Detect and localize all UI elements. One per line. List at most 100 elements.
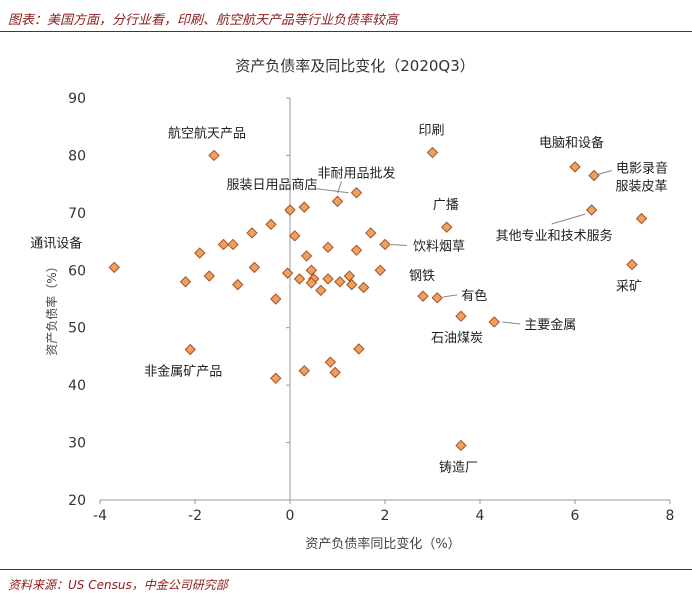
data-point-marker — [293, 273, 306, 285]
data-point-marker — [585, 204, 598, 216]
chart-title: 资产负债率及同比变化（2020Q3） — [235, 57, 475, 75]
data-point-label: 石油煤炭 — [431, 331, 483, 346]
data-point-marker — [569, 161, 581, 173]
data-point-label: 采矿 — [616, 280, 642, 295]
data-point-marker — [232, 278, 244, 291]
data-point-label: 有色 — [461, 288, 487, 304]
leader-line — [443, 294, 458, 298]
data-point-marker — [179, 276, 192, 288]
y-tick-label: 30 — [68, 436, 86, 452]
data-point-marker — [417, 290, 429, 302]
data-point-marker — [353, 343, 365, 355]
data-point-label: 印刷 — [419, 124, 445, 139]
data-point-marker — [281, 267, 294, 279]
y-tick-label: 40 — [68, 378, 86, 394]
data-point-marker — [350, 244, 363, 256]
leader-line — [502, 321, 521, 325]
data-point-marker — [270, 293, 282, 305]
data-point-marker — [426, 146, 439, 159]
data-point-label: 其他专业和技术服务 — [496, 228, 613, 244]
x-tick-label: -4 — [93, 508, 107, 524]
data-point-marker — [322, 241, 334, 254]
data-point-marker — [184, 343, 196, 356]
data-point-label: 服装皮革 — [616, 180, 668, 195]
x-axis-label: 资产负债率同比变化（%） — [305, 536, 460, 552]
data-point-marker — [305, 277, 318, 289]
data-point-label: 非金属矿产品 — [144, 364, 222, 380]
figure-caption: 图表：美国方面，分行业看，印刷、航空航天产品等行业负债率较高 — [8, 13, 399, 28]
data-point-marker — [635, 212, 648, 225]
x-tick-label: 2 — [381, 508, 390, 524]
data-point-marker — [441, 221, 453, 233]
data-point-label: 饮料烟草 — [413, 239, 465, 254]
data-point-marker — [343, 270, 356, 282]
data-point-marker — [455, 439, 467, 452]
data-point-marker — [246, 227, 258, 239]
data-point-marker — [334, 276, 346, 288]
data-point-marker — [431, 292, 443, 304]
data-point-marker — [203, 270, 215, 282]
data-point-marker — [300, 250, 313, 262]
data-point-marker — [374, 264, 386, 276]
data-point-label: 钢铁 — [409, 269, 435, 284]
tick-labels: -4 -2 0 2 4 6 8 20 30 40 50 60 70 80 90 — [68, 91, 674, 524]
data-point-label: 通讯设备 — [30, 235, 82, 251]
data-points — [108, 146, 648, 452]
data-point-marker — [324, 356, 337, 368]
footer-divider — [0, 569, 692, 570]
data-point-marker — [322, 273, 334, 285]
data-point-marker — [346, 278, 358, 291]
leader-line — [390, 243, 408, 246]
data-point-marker — [455, 310, 467, 322]
data-point-label: 广播 — [433, 198, 459, 213]
report-header: 图表：美国方面，分行业看，印刷、航空航天产品等行业负债率较高 — [0, 0, 692, 32]
data-point-marker — [284, 204, 296, 216]
leader-line — [316, 188, 349, 194]
data-point-marker — [217, 238, 230, 251]
data-point-marker — [298, 201, 310, 213]
data-point-label: 航空航天产品 — [168, 125, 246, 141]
y-tick-label: 20 — [68, 493, 86, 509]
scatter-chart: 资产负债率及同比变化（2020Q3） -4 -2 0 2 4 6 8 20 30 40 50 60 70… — [30, 57, 674, 552]
data-point-marker — [379, 238, 391, 251]
data-point-label: 主要金属 — [524, 317, 576, 333]
chart-axes — [99, 97, 671, 504]
x-tick-label: 0 — [286, 508, 295, 524]
header-divider — [0, 31, 692, 32]
data-point-label: 非耐用品批发 — [318, 165, 396, 181]
data-point-marker — [108, 261, 120, 274]
data-point-marker — [488, 316, 500, 328]
data-point-marker — [289, 230, 301, 242]
x-tick-label: 8 — [666, 508, 675, 524]
data-point-marker — [270, 372, 282, 384]
y-tick-label: 70 — [68, 206, 86, 222]
y-tick-label: 90 — [68, 91, 86, 107]
y-tick-label: 50 — [68, 321, 86, 337]
data-point-marker — [248, 261, 261, 274]
data-point-marker — [194, 247, 206, 259]
data-point-label: 铸造厂 — [439, 459, 478, 475]
x-tick-label: -2 — [188, 508, 202, 524]
data-point-label: 服装日用品商店 — [227, 178, 318, 193]
data-point-marker — [626, 258, 638, 271]
data-point-marker — [588, 169, 600, 182]
data-point-marker — [315, 284, 327, 297]
data-point-marker — [305, 264, 318, 276]
data-point-marker — [357, 281, 370, 294]
y-axis-label: 资产负债率（%） — [44, 260, 59, 355]
x-tick-label: 4 — [476, 508, 485, 524]
data-point-marker — [329, 366, 341, 379]
data-point-marker — [350, 187, 363, 199]
data-point-marker — [331, 195, 344, 208]
y-tick-label: 80 — [68, 148, 86, 164]
data-point-marker — [298, 365, 310, 377]
y-tick-label: 60 — [68, 263, 86, 279]
leader-line — [551, 213, 586, 225]
source-note: 资料来源：US Census，中金公司研究部 — [8, 578, 228, 592]
data-point-marker — [365, 227, 377, 239]
data-point-label: 电影录音 — [616, 161, 668, 177]
data-point-marker — [208, 149, 220, 162]
data-point-marker — [227, 238, 239, 251]
data-point-label: 电脑和设备 — [539, 135, 604, 151]
